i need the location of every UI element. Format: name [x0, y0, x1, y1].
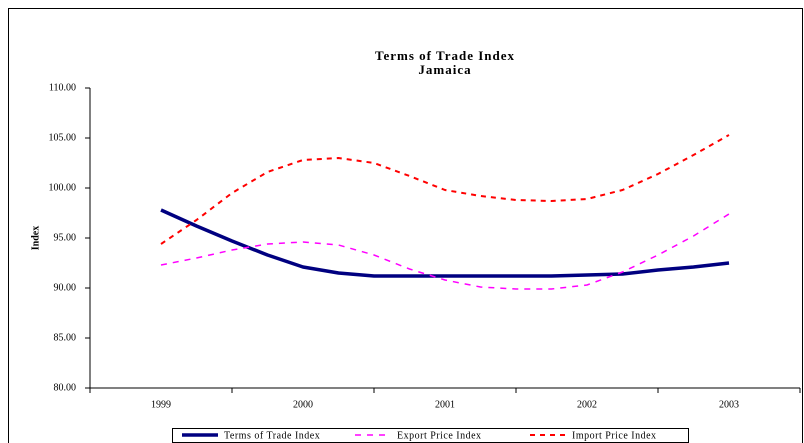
y-tick-label: 100.00	[49, 182, 77, 193]
chart-subtitle: Jamaica	[418, 62, 471, 77]
x-tick-label: 2000	[293, 399, 313, 410]
y-tick-label: 90.00	[54, 282, 77, 293]
y-tick-label: 105.00	[49, 132, 77, 143]
series-line	[160, 134, 730, 245]
y-tick-label: 110.00	[49, 82, 76, 93]
x-tick-label: 2003	[719, 399, 739, 410]
series-line	[160, 213, 730, 290]
y-tick-label: 80.00	[54, 382, 77, 393]
legend-label: Terms of Trade Index	[224, 430, 320, 441]
legend-label: Export Price Index	[397, 430, 482, 441]
series-line	[160, 208, 730, 278]
x-tick-label: 1999	[151, 399, 171, 410]
y-tick-label: 85.00	[54, 332, 77, 343]
legend-label: Import Price Index	[572, 430, 657, 441]
chart-frame	[8, 8, 803, 443]
y-axis-label: Index	[30, 226, 41, 250]
x-tick-label: 2002	[577, 399, 597, 410]
chart-title: Terms of Trade Index	[375, 48, 515, 63]
y-tick-label: 95.00	[54, 232, 77, 243]
x-tick-label: 2001	[435, 399, 455, 410]
